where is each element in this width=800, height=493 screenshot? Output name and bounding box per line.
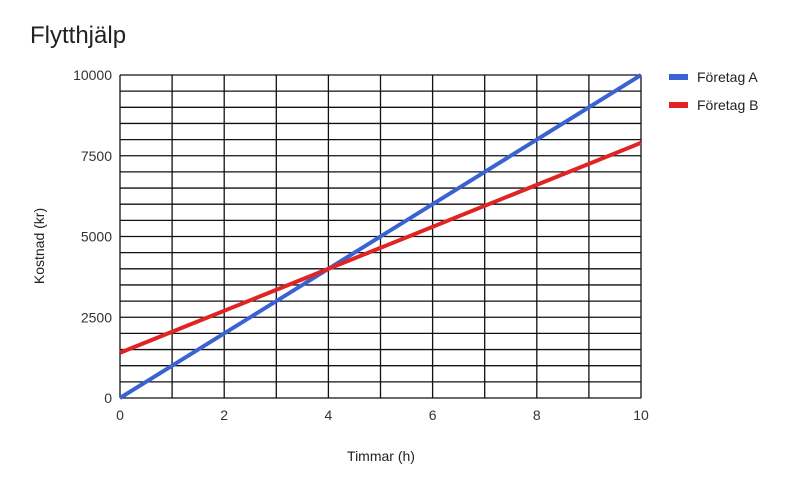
legend-swatch — [669, 102, 688, 108]
x-tick-label: 6 — [429, 407, 437, 423]
y-tick-label: 5000 — [81, 229, 112, 245]
y-tick-label: 0 — [104, 390, 112, 406]
legend-item: Företag B — [669, 97, 758, 113]
series-line-b — [119, 140, 642, 355]
x-tick-label: 10 — [633, 407, 649, 423]
chart-title: Flytthjälp — [30, 22, 127, 49]
y-tick-label: 7500 — [81, 148, 112, 164]
y-axis-title: Kostnad (kr) — [31, 208, 47, 284]
x-tick-label: 2 — [220, 407, 228, 423]
legend-label: Företag B — [697, 97, 758, 113]
y-tick-label: 2500 — [81, 309, 112, 325]
legend-item: Företag A — [669, 69, 758, 85]
series-layer — [118, 73, 643, 400]
legend: Företag A Företag B — [669, 69, 758, 113]
legend-label: Företag A — [697, 69, 758, 85]
x-axis-title: Timmar (h) — [347, 448, 415, 464]
y-tick-label: 10000 — [73, 67, 112, 83]
tick-labels: 0 2 4 6 8 10 0 2500 5000 7500 10000 — [73, 67, 649, 423]
legend-swatch — [669, 74, 688, 80]
series-line-a — [118, 73, 643, 400]
x-tick-label: 8 — [533, 407, 541, 423]
x-tick-label: 4 — [325, 407, 333, 423]
x-tick-label: 0 — [116, 407, 124, 423]
